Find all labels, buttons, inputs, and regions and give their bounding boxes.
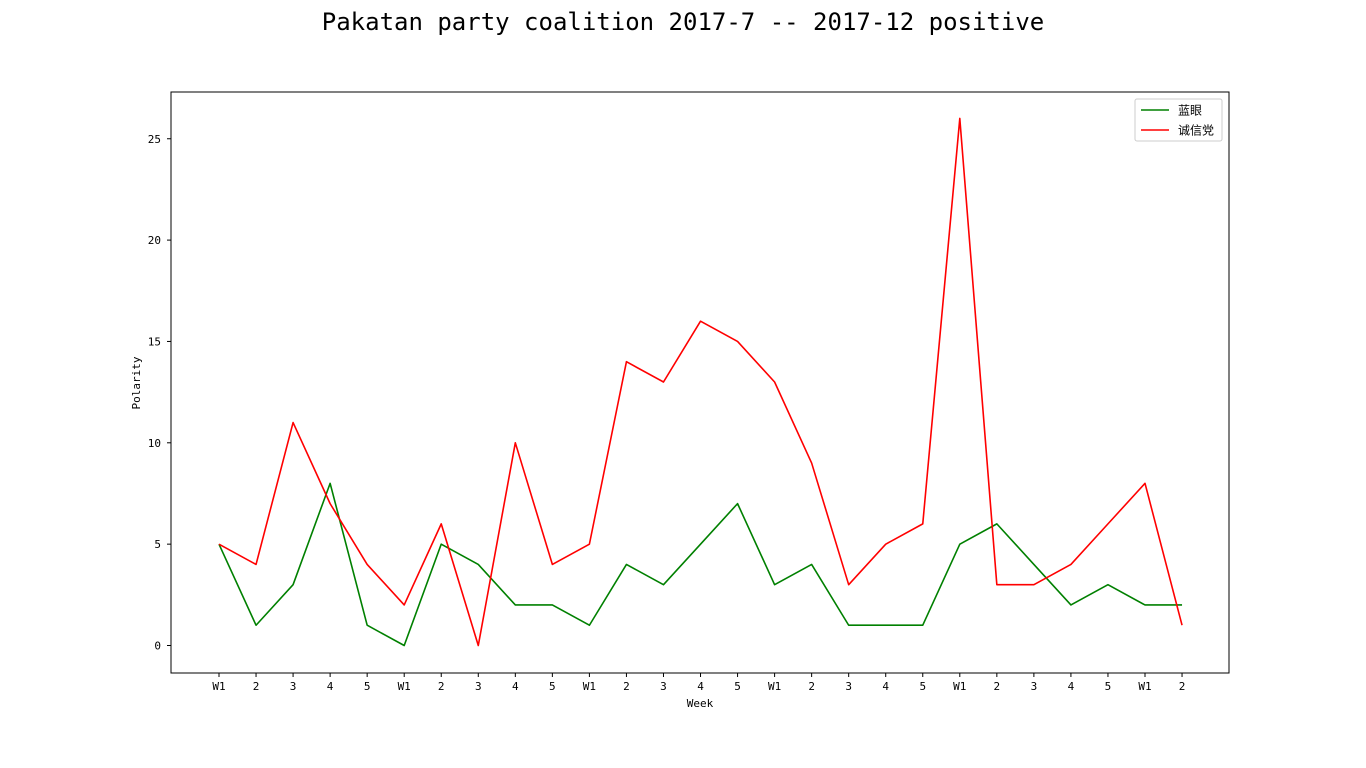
x-tick-label: W1 <box>768 680 781 693</box>
x-tick-label: W1 <box>212 680 225 693</box>
x-tick-label: 3 <box>290 680 297 693</box>
chart-title: Pakatan party coalition 2017-7 -- 2017-1… <box>321 8 1045 36</box>
x-tick-label: 5 <box>1105 680 1112 693</box>
x-tick-label: 5 <box>364 680 371 693</box>
x-tick-label: W1 <box>583 680 596 693</box>
y-tick-label: 10 <box>148 437 161 450</box>
x-tick-label: 2 <box>438 680 445 693</box>
series-lines <box>218 117 1183 647</box>
x-tick-label: W1 <box>398 680 411 693</box>
y-axis-ticks: 0 5 10 15 20 25 <box>148 133 171 653</box>
y-tick-label: 20 <box>148 234 161 247</box>
x-tick-label: 3 <box>845 680 852 693</box>
x-tick-label: 5 <box>549 680 556 693</box>
x-tick-label: 2 <box>623 680 630 693</box>
y-tick-label: 5 <box>154 538 161 551</box>
x-tick-label: 4 <box>327 680 334 693</box>
legend-label-1: 诚信党 <box>1178 123 1214 138</box>
x-tick-label: 4 <box>1068 680 1075 693</box>
y-tick-label: 0 <box>154 640 161 653</box>
y-tick-label: 25 <box>148 133 161 146</box>
y-tick-label: 15 <box>148 335 161 348</box>
x-tick-label: 5 <box>919 680 926 693</box>
x-tick-label: 5 <box>734 680 741 693</box>
x-tick-label: 2 <box>1179 680 1186 693</box>
x-tick-label: 2 <box>253 680 260 693</box>
legend-label-0: 蓝眼 <box>1178 104 1202 118</box>
x-tick-label: 3 <box>1031 680 1038 693</box>
x-tick-label: 4 <box>697 680 704 693</box>
plot-area <box>170 91 1230 674</box>
x-axis-ticks: W1 2 3 4 5 W1 2 3 4 5 W1 2 3 4 5 W1 2 3 4 5 W1 2 3 4 5 W1 2 <box>212 673 1185 693</box>
x-tick-label: W1 <box>1138 680 1151 693</box>
x-tick-label: 4 <box>882 680 889 693</box>
x-tick-label: 4 <box>512 680 519 693</box>
x-tick-label: 3 <box>475 680 482 693</box>
x-tick-label: 3 <box>660 680 667 693</box>
x-tick-label: W1 <box>953 680 966 693</box>
x-tick-label: 2 <box>808 680 815 693</box>
x-tick-label: 2 <box>994 680 1001 693</box>
x-axis-label: Week <box>687 697 714 710</box>
y-axis-label: Polarity <box>130 356 143 409</box>
